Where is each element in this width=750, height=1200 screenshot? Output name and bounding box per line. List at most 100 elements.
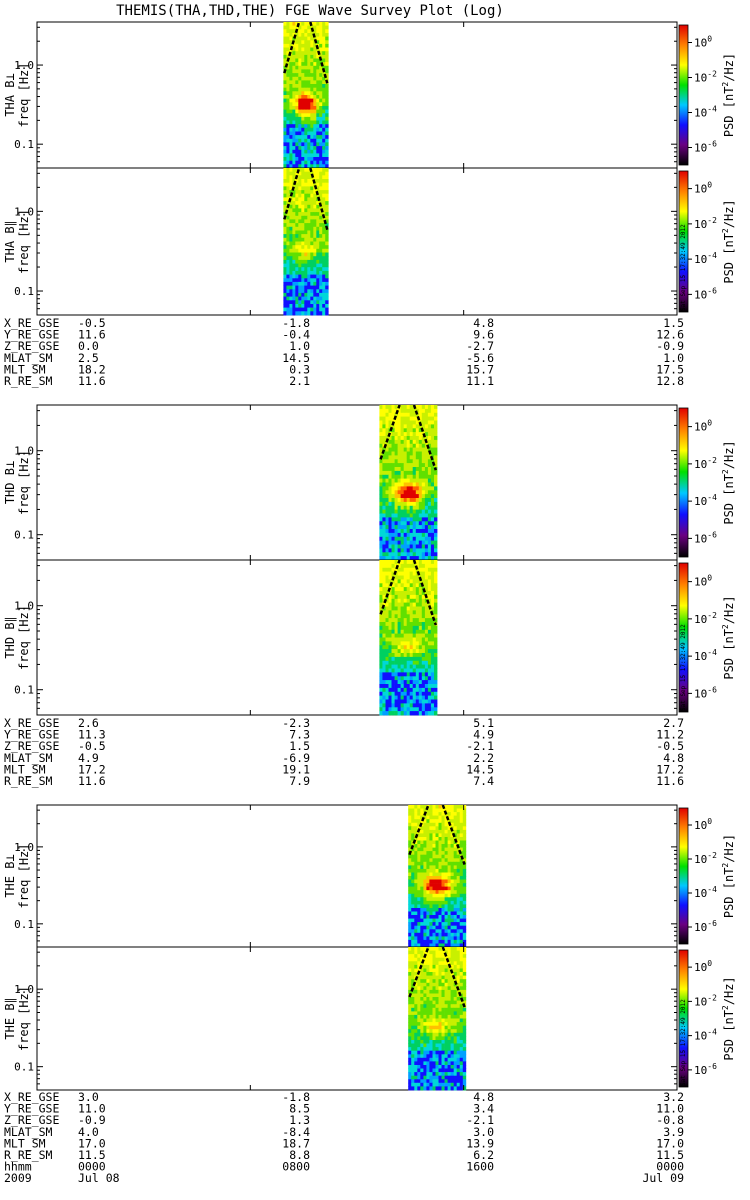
colorbar-tick-label: 100 (694, 959, 712, 974)
ephemeris-row-label: Y_RE_GSE (4, 328, 59, 342)
ephemeris-value: 4.8 (663, 751, 684, 765)
gyrofrequency-curve-left (379, 404, 401, 460)
ephemeris-row-label: X_RE_GSE (4, 716, 59, 730)
ephemeris-value: 13.9 (466, 1136, 494, 1150)
plot-frame (36, 404, 678, 561)
ephemeris-table-the: X_RE_GSE 3.0 -1.8 4.8 3.2 Y_RE_GSE 11.0 8.5 3.4 1… (4, 1090, 684, 1162)
ephemeris-value: -0.8 (656, 1113, 684, 1127)
colorbar-tick-label: 10-6 (694, 140, 717, 155)
colorbar-tick-label: 10-2 (694, 216, 717, 231)
date-label-end: Jul 09 (642, 1171, 684, 1185)
ephemeris-value: 1.5 (663, 316, 684, 330)
ephemeris-value: 1.0 (289, 339, 310, 353)
colorbar-tick-label: 10-4 (694, 251, 717, 266)
colorbar-tick-label: 100 (694, 817, 712, 832)
plot-frame (36, 804, 678, 948)
gyrofrequency-curve-left (283, 21, 301, 74)
panel-name-label: THE B⊥ (3, 854, 17, 897)
ephemeris-value: 3.2 (663, 1090, 684, 1104)
colorbar-tick-label: 10-6 (694, 1062, 717, 1077)
date-label-start: Jul 08 (78, 1171, 120, 1185)
ephemeris-value: 0.0 (78, 339, 99, 353)
ephemeris-value: -6.9 (282, 751, 310, 765)
spectrogram-cells (283, 168, 329, 316)
time-tick-label: 0000 (656, 1160, 684, 1174)
ephemeris-value: 11.5 (656, 1148, 684, 1162)
ephemeris-row-label: MLAT_SM (4, 351, 53, 365)
colorbar-label: PSD [nT2/Hz] (721, 199, 736, 283)
ephemeris-row-label: MLT_SM (4, 362, 46, 376)
y-tick-label: 1.0 (14, 59, 34, 72)
spectrogram-cells (408, 947, 467, 1091)
ephemeris-value: 3.0 (78, 1090, 99, 1104)
ephemeris-value: 11.6 (78, 328, 106, 342)
colorbar-tick-label: 10-4 (694, 105, 717, 120)
gyrofrequency-curve-right (441, 804, 466, 866)
colorbar-tick-label: 100 (694, 181, 712, 196)
ephemeris-value: 19.1 (282, 762, 310, 776)
generation-timestamp: Sat Sep 15 17:32:49 2012 (680, 999, 687, 1086)
gyrofrequency-curves (408, 946, 466, 1008)
ephemeris-value: -2.1 (466, 739, 494, 753)
ephemeris-value: 11.3 (78, 728, 106, 742)
gyrofrequency-curve-right (412, 404, 437, 471)
ephemeris-value: 7.4 (473, 774, 494, 788)
colorbar (678, 807, 689, 945)
ephemeris-row-label: X_RE_GSE (4, 1090, 59, 1104)
y-tick-label: 1.0 (14, 600, 34, 613)
ephemeris-row-label: MLT_SM (4, 762, 46, 776)
year-label: 2009 (4, 1171, 32, 1185)
ephemeris-value: 1.3 (289, 1113, 310, 1127)
ephemeris-row-label: MLT_SM (4, 1136, 46, 1150)
colorbar-tick-label: 10-4 (694, 1028, 717, 1043)
colorbar-tick-label: 10-4 (694, 493, 717, 508)
panel-name-label: THD B⊥ (3, 461, 17, 504)
ephemeris-value: -5.6 (466, 351, 494, 365)
panel-name-label: THA B⊥ (3, 73, 17, 116)
ephemeris-value: 1.0 (663, 351, 684, 365)
ephemeris-value: 3.0 (473, 1125, 494, 1139)
spectrogram-panel-thd-par: 1.0 0.1 THD B∥ freq [Hz] 100 10-2 10-4 10-6 PSD … (3, 559, 736, 716)
y-axis-title: freq [Hz] (17, 605, 31, 670)
y-axis-title: freq [Hz] (17, 62, 31, 127)
ephemeris-row-label: Z_RE_GSE (4, 739, 59, 753)
ephemeris-value: -0.4 (282, 328, 310, 342)
ephemeris-value: -0.5 (656, 739, 684, 753)
spectrogram-cells (408, 805, 467, 948)
y-tick-label: 0.1 (14, 285, 34, 298)
colorbar (678, 24, 689, 166)
colorbar-tick-label: 100 (694, 35, 712, 50)
gyrofrequency-curve-right (309, 21, 329, 84)
ephemeris-value: -2.7 (466, 339, 494, 353)
y-tick-label: 1.0 (14, 983, 34, 996)
ephemeris-row-label: R_RE_SM (4, 774, 53, 788)
ephemeris-row-label: R_RE_SM (4, 374, 53, 388)
gyrofrequency-curve-left (408, 946, 430, 998)
y-axis-title: freq [Hz] (17, 209, 31, 274)
y-tick-label: 1.0 (14, 841, 34, 854)
time-tick-label: 0800 (282, 1160, 310, 1174)
ephemeris-value: 0.3 (289, 362, 310, 376)
ephemeris-value: 4.9 (473, 728, 494, 742)
gyrofrequency-curve-left (408, 804, 430, 856)
ephemeris-value: 8.5 (289, 1102, 310, 1116)
colorbar-tick-label: 100 (694, 419, 712, 434)
plot-frame (36, 21, 678, 169)
colorbar-tick-label: 100 (694, 574, 712, 589)
colorbar-label: PSD [nT2/Hz] (721, 976, 736, 1060)
panel-name-label: THD B∥ (3, 616, 17, 658)
ephemeris-value: 6.2 (473, 1148, 494, 1162)
ephemeris-value: 17.0 (78, 1136, 106, 1150)
spectrogram-cells (379, 405, 438, 561)
ephemeris-value: 4.8 (473, 1090, 494, 1104)
ephemeris-value: 4.9 (78, 751, 99, 765)
gyrofrequency-curves (283, 167, 329, 231)
colorbar-tick-label: 10-6 (694, 286, 717, 301)
ephemeris-value: 3.4 (473, 1102, 494, 1116)
ephemeris-value: 9.6 (473, 328, 494, 342)
colorbar-label: PSD [nT2/Hz] (721, 53, 736, 137)
y-tick-label: 1.0 (14, 205, 34, 218)
ephemeris-value: 11.5 (78, 1148, 106, 1162)
ephemeris-value: -0.9 (78, 1113, 106, 1127)
